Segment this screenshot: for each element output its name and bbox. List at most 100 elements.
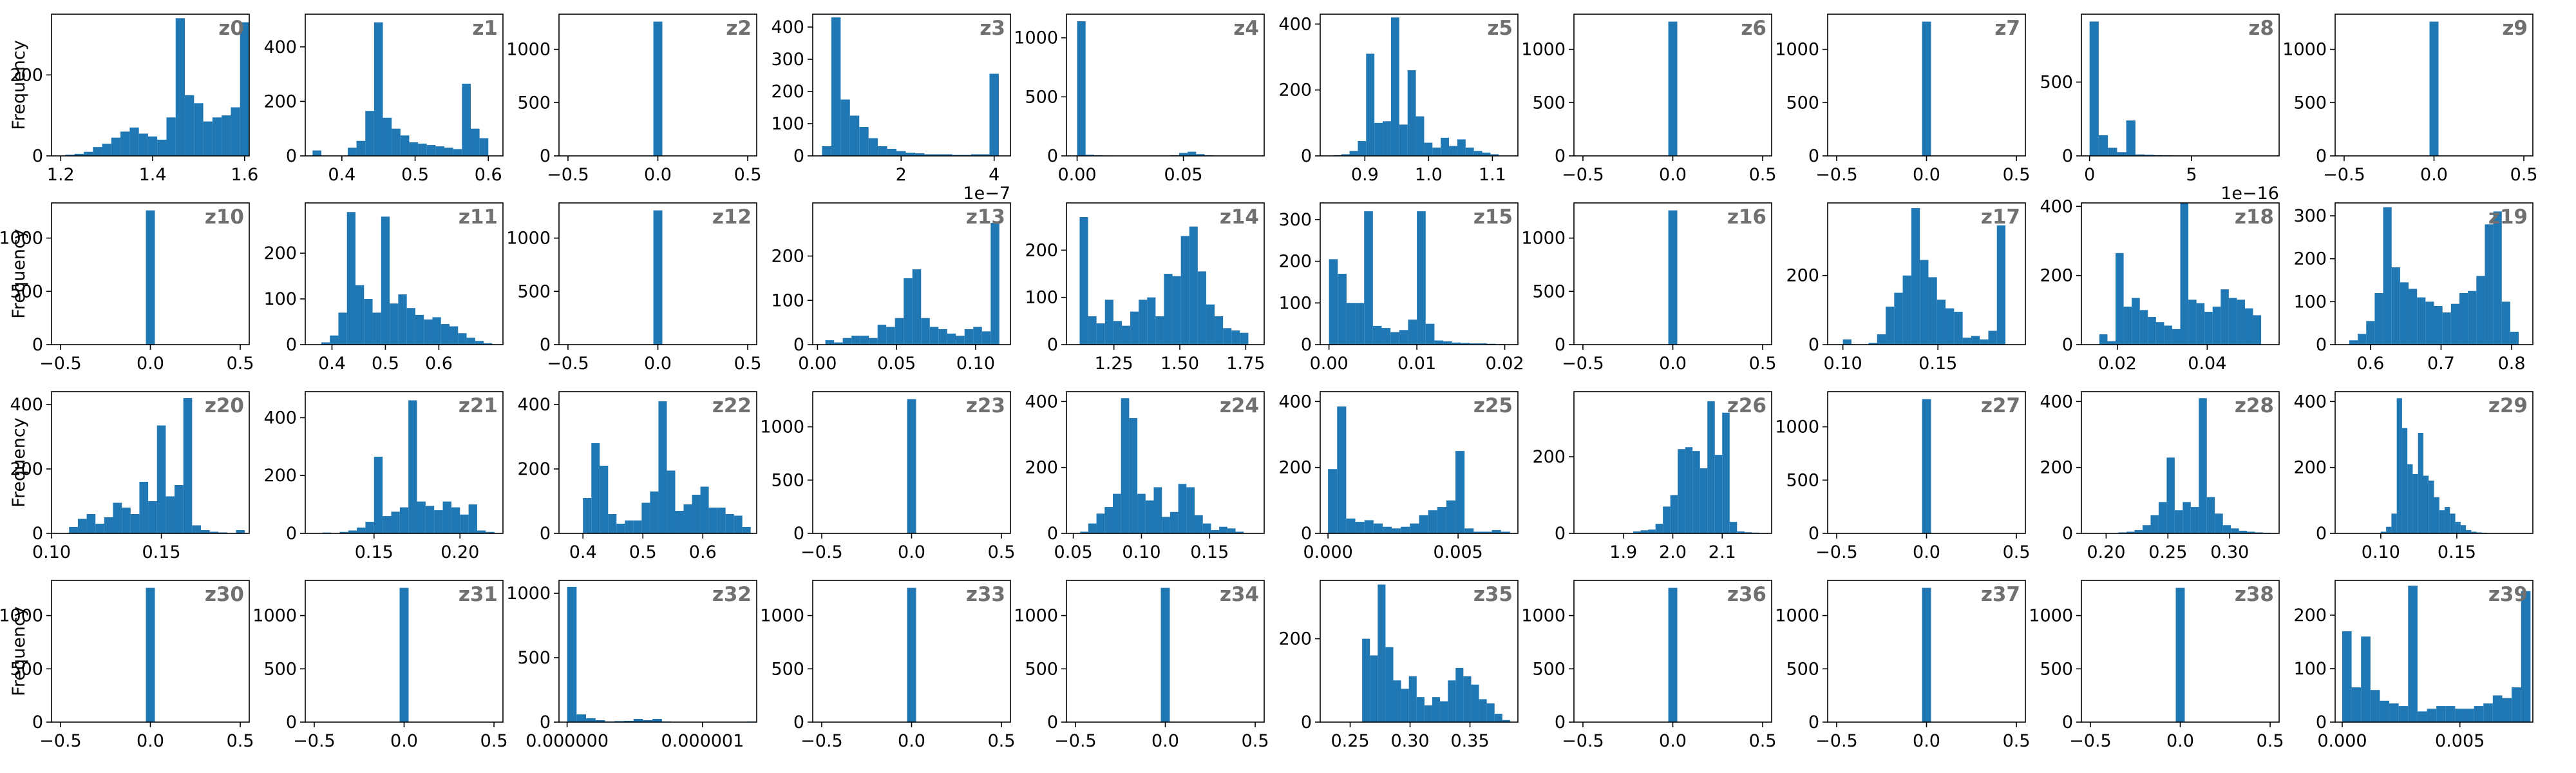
histogram-bar <box>2148 317 2156 345</box>
histogram-bar <box>2408 586 2418 722</box>
panel-title: z28 <box>2235 394 2274 417</box>
y-tick-label: 200 <box>2293 458 2327 478</box>
y-tick-label: 0 <box>2062 146 2073 166</box>
histogram-bar <box>1449 146 1457 156</box>
x-tick-label: 5 <box>2186 165 2197 185</box>
histogram-bar <box>479 138 489 156</box>
histogram-bar <box>236 530 245 533</box>
histogram-bar <box>2455 709 2465 722</box>
histogram-bar <box>2445 507 2450 533</box>
histogram-bar <box>2342 631 2352 722</box>
y-tick-label: 0 <box>540 524 551 544</box>
histogram-bar <box>2253 315 2262 345</box>
panel-z5: 0.9 1.0 1.1 0 200 400 z5 <box>1278 14 1519 185</box>
x-tick-label: 0.05 <box>1164 165 1202 185</box>
x-tick-label: 0.5 <box>227 731 254 751</box>
y-tick-label: 0 <box>286 524 297 544</box>
x-tick-label: 0.0 <box>2166 731 2194 751</box>
y-tick-label: 200 <box>10 65 43 85</box>
x-tick-label: 0.00 <box>1057 165 1096 185</box>
histogram-bar <box>1424 705 1432 722</box>
histogram-bar <box>470 128 480 156</box>
y-tick-label: 0 <box>32 524 43 544</box>
histogram-bar <box>2358 334 2367 345</box>
histogram-bar <box>372 312 381 345</box>
y-tick-label: 1000 <box>1775 40 1819 60</box>
y-tick-label: 200 <box>2293 606 2327 625</box>
histogram-bar <box>1425 323 1435 345</box>
histogram-bar <box>859 127 869 156</box>
histogram-bar <box>1399 124 1408 156</box>
histogram-bar <box>896 151 906 156</box>
axes-frame <box>812 202 1011 345</box>
histogram-bar <box>1337 406 1347 533</box>
panel-title: z17 <box>1981 205 2020 229</box>
histogram-bar <box>1707 401 1715 533</box>
histogram-bar <box>104 517 113 533</box>
histogram-bar <box>1147 297 1156 345</box>
histogram-bar <box>1937 300 1946 345</box>
histogram-bar <box>725 514 734 533</box>
histogram-bar <box>2485 224 2494 345</box>
histogram-bar <box>409 142 419 156</box>
histogram-bar <box>442 501 451 533</box>
x-tick-label: 1.4 <box>139 165 167 185</box>
y-tick-label: 0 <box>2316 524 2327 544</box>
histogram-bar <box>1469 343 1479 345</box>
y-tick-label: 100 <box>1278 293 1312 313</box>
x-tick-label: −0.5 <box>39 354 82 374</box>
histogram-bar <box>842 338 852 345</box>
histogram-bar <box>1349 151 1358 156</box>
y-tick-label: 200 <box>263 466 297 486</box>
histogram-bar <box>1478 343 1488 345</box>
histogram-bar <box>166 117 176 156</box>
y-tick-label: 500 <box>1532 282 1566 301</box>
x-tick-label: 0.0 <box>644 165 672 185</box>
y-tick-label: 0 <box>1808 524 1819 544</box>
y-tick-label: 200 <box>2040 266 2073 286</box>
x-tick-label: −0.5 <box>39 731 82 751</box>
y-tick-label: 0 <box>793 524 804 544</box>
histogram-bar <box>1164 274 1173 345</box>
histogram-bar <box>1179 153 1188 156</box>
histogram-bar <box>973 327 982 345</box>
histogram-bar <box>2107 341 2116 345</box>
y-tick-label: 0 <box>2316 335 2327 355</box>
y-tick-label: 200 <box>10 459 43 479</box>
histogram-bar <box>1441 137 1450 156</box>
x-tick-label: 0.5 <box>1749 354 1777 374</box>
histogram-bar <box>929 327 939 345</box>
histogram-bar <box>200 530 210 533</box>
histogram-bar <box>734 515 743 533</box>
x-tick-label: 0.00 <box>1310 354 1349 374</box>
panel-title: z36 <box>1727 583 1766 606</box>
histogram-bar <box>1655 524 1663 533</box>
x-tick-label: −0.5 <box>547 165 589 185</box>
histogram-bar <box>69 527 78 533</box>
x-tick-label: 1.75 <box>1226 354 1265 374</box>
histogram-bar <box>2412 473 2418 533</box>
histogram-bar <box>1328 469 1338 533</box>
histogram-bar <box>486 531 495 533</box>
panel-z22: 0.4 0.5 0.6 0 200 400 z22 <box>517 391 757 562</box>
histogram-bar <box>484 343 493 345</box>
histogram-bar <box>1188 151 1197 156</box>
y-tick-label: 400 <box>2040 196 2073 216</box>
histogram-bar <box>1902 275 1911 345</box>
x-tick-label: 0.5 <box>372 354 399 374</box>
x-tick-label: 0.04 <box>2188 354 2226 374</box>
y-tick-label: 0 <box>1047 146 1058 166</box>
x-tick-label: 0.5 <box>2257 731 2284 751</box>
x-tick-label: 0.4 <box>569 542 597 562</box>
histogram-bar <box>77 519 87 533</box>
y-tick-label: 0 <box>286 712 297 732</box>
panel-title: z33 <box>966 583 1005 606</box>
x-tick-label: 0.01 <box>1397 354 1436 374</box>
y-tick-label: 200 <box>1278 629 1312 649</box>
panel-title: z24 <box>1220 394 1259 417</box>
histogram-bar <box>650 491 659 533</box>
y-tick-label: 0 <box>1047 335 1058 355</box>
y-tick-label: 200 <box>263 91 297 111</box>
panel-z17: 0.10 0.15 0 200 z17 <box>1786 202 2026 374</box>
histogram-bar <box>1461 343 1470 345</box>
